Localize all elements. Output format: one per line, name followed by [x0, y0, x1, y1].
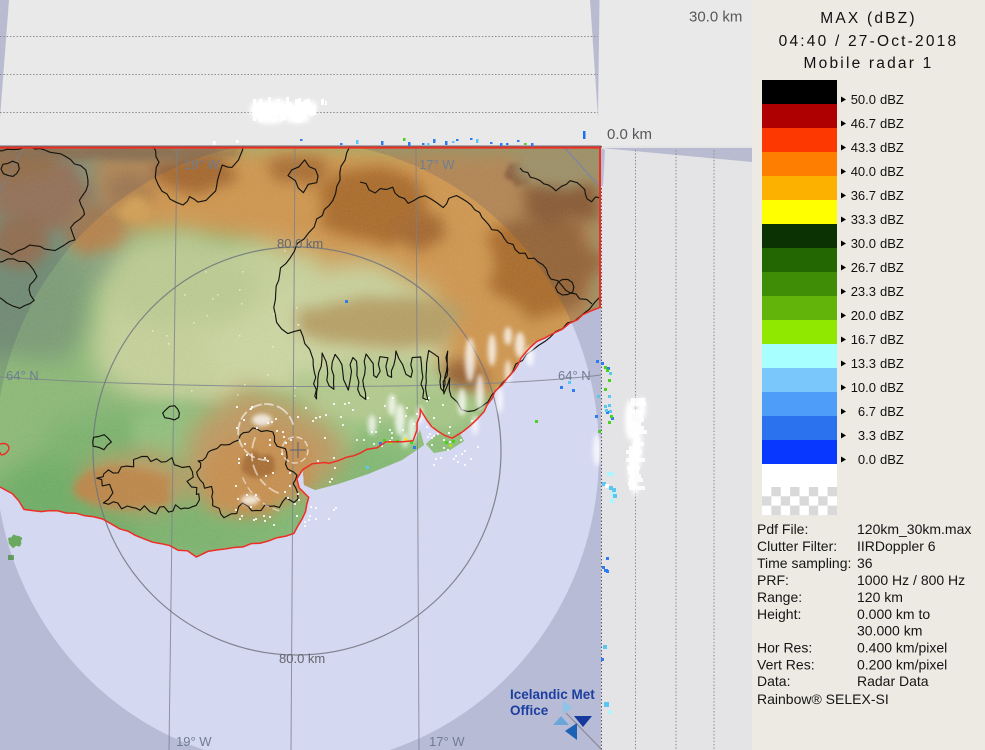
svg-text:Range:: Range:	[757, 589, 802, 605]
svg-text:50.0: 50.0	[851, 92, 876, 107]
svg-text:46.7: 46.7	[851, 116, 876, 131]
svg-text:19° W: 19° W	[184, 157, 220, 172]
svg-text:Rainbow® SELEX-SI: Rainbow® SELEX-SI	[757, 691, 889, 707]
svg-text:0.0 km: 0.0 km	[607, 126, 652, 143]
svg-text:dBZ: dBZ	[880, 164, 904, 179]
svg-text:dBZ: dBZ	[880, 212, 904, 227]
svg-text:17° W: 17° W	[429, 734, 465, 749]
svg-text:120km_30km.max: 120km_30km.max	[857, 521, 971, 537]
svg-text:120 km: 120 km	[857, 589, 903, 605]
svg-text:dBZ: dBZ	[880, 452, 904, 467]
svg-text:36: 36	[857, 555, 873, 571]
svg-text:Mobile radar 1: Mobile radar 1	[804, 55, 934, 72]
svg-text:Data:: Data:	[757, 673, 790, 689]
svg-text:19° W: 19° W	[176, 734, 212, 749]
svg-text:16.7: 16.7	[851, 332, 876, 347]
svg-text:20.0: 20.0	[851, 308, 876, 323]
svg-text:dBZ: dBZ	[880, 404, 904, 419]
svg-text:17° W: 17° W	[419, 157, 455, 172]
svg-text:43.3: 43.3	[851, 140, 876, 155]
svg-text:Clutter Filter:: Clutter Filter:	[757, 538, 837, 554]
svg-text:0.0: 0.0	[858, 452, 876, 467]
svg-text:dBZ: dBZ	[880, 332, 904, 347]
svg-text:0.400 km/pixel: 0.400 km/pixel	[857, 640, 947, 656]
svg-text:0.000 km to: 0.000 km to	[857, 606, 930, 622]
svg-text:36.7: 36.7	[851, 188, 876, 203]
svg-text:Time sampling:: Time sampling:	[757, 555, 851, 571]
svg-text:Office: Office	[510, 703, 549, 718]
svg-text:30.0: 30.0	[851, 236, 876, 251]
svg-text:Radar Data: Radar Data	[857, 673, 929, 689]
svg-text:30.000 km: 30.000 km	[857, 623, 922, 639]
svg-text:6.7: 6.7	[858, 404, 876, 419]
svg-text:dBZ: dBZ	[880, 140, 904, 155]
svg-text:Pdf File:: Pdf File:	[757, 521, 808, 537]
svg-text:13.3: 13.3	[851, 356, 876, 371]
svg-text:dBZ: dBZ	[880, 380, 904, 395]
svg-text:0.200 km/pixel: 0.200 km/pixel	[857, 657, 947, 673]
svg-text:80.0 km: 80.0 km	[277, 236, 323, 251]
svg-text:04:40 / 27-Oct-2018: 04:40 / 27-Oct-2018	[779, 33, 959, 50]
svg-text:26.7: 26.7	[851, 260, 876, 275]
svg-text:40.0: 40.0	[851, 164, 876, 179]
svg-text:Icelandic Met: Icelandic Met	[510, 687, 595, 702]
svg-text:Height:: Height:	[757, 606, 801, 622]
svg-text:Vert Res:: Vert Res:	[757, 657, 815, 673]
svg-text:IIRDoppler 6: IIRDoppler 6	[857, 538, 936, 554]
svg-text:64° N: 64° N	[558, 368, 591, 383]
svg-text:PRF:: PRF:	[757, 572, 789, 588]
svg-text:80.0 km: 80.0 km	[279, 651, 325, 666]
svg-text:30.0 km: 30.0 km	[689, 9, 742, 26]
svg-text:23.3: 23.3	[851, 284, 876, 299]
svg-text:1000 Hz / 800 Hz: 1000 Hz / 800 Hz	[857, 572, 965, 588]
svg-text:33.3: 33.3	[851, 212, 876, 227]
svg-text:dBZ: dBZ	[880, 188, 904, 203]
svg-text:MAX (dBZ): MAX (dBZ)	[820, 10, 916, 27]
svg-text:dBZ: dBZ	[880, 92, 904, 107]
svg-text:dBZ: dBZ	[880, 236, 904, 251]
svg-text:dBZ: dBZ	[880, 260, 904, 275]
svg-text:dBZ: dBZ	[880, 356, 904, 371]
svg-text:dBZ: dBZ	[880, 116, 904, 131]
svg-text:3.3: 3.3	[858, 428, 876, 443]
svg-text:dBZ: dBZ	[880, 308, 904, 323]
svg-text:dBZ: dBZ	[880, 428, 904, 443]
svg-text:dBZ: dBZ	[880, 284, 904, 299]
svg-text:10.0: 10.0	[851, 380, 876, 395]
svg-text:64° N: 64° N	[6, 368, 39, 383]
svg-text:Hor Res:: Hor Res:	[757, 640, 812, 656]
